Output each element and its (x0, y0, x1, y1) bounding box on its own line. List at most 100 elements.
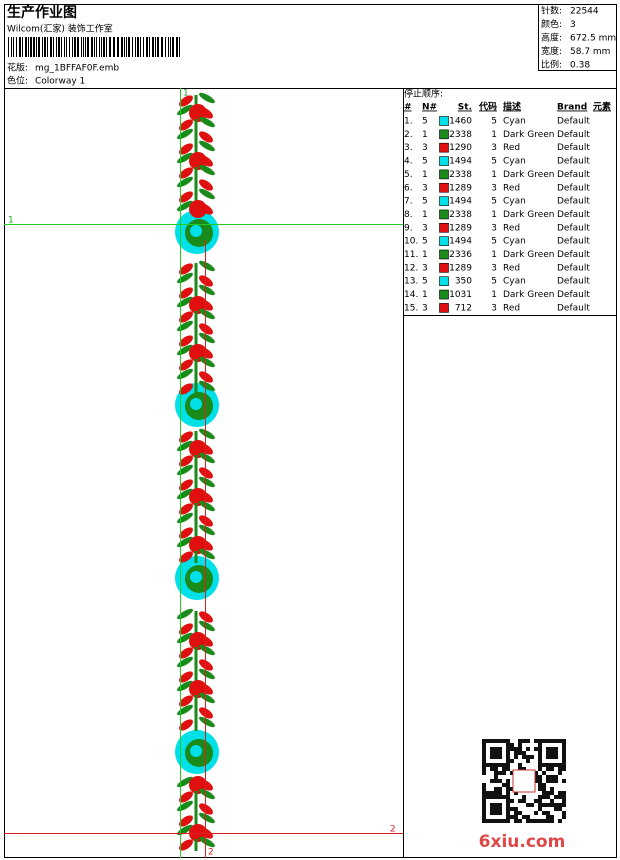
qr-module (518, 739, 522, 743)
leaf (177, 656, 193, 668)
qr-module (494, 803, 498, 807)
qr-module (546, 751, 550, 755)
swatch (439, 236, 449, 246)
qr-module (546, 779, 550, 783)
swatch (439, 196, 449, 206)
brand: Default (557, 250, 590, 260)
qr-module (506, 815, 510, 819)
qr-module (562, 739, 566, 743)
bar (135, 37, 136, 57)
needle: 3 (422, 223, 428, 233)
bar (165, 37, 166, 57)
qr-module (558, 791, 562, 795)
brand: Default (557, 263, 590, 273)
qr-module (546, 747, 550, 751)
qr-module (510, 743, 514, 747)
bar (124, 37, 125, 57)
row-number: 6. (404, 183, 413, 193)
leaf (199, 524, 215, 536)
qr-module (538, 759, 542, 763)
qr-module (490, 751, 494, 755)
qr-module (534, 747, 538, 751)
qr-module (526, 747, 530, 751)
leaf (199, 332, 215, 344)
qr-module (518, 751, 522, 755)
bar (33, 37, 35, 57)
swatch (439, 116, 449, 126)
bar (101, 37, 102, 57)
qr-module (538, 783, 542, 787)
leaf (179, 647, 193, 659)
code: 5 (491, 157, 497, 167)
qr-module (498, 803, 502, 807)
qr-module (498, 819, 502, 823)
qr-module (542, 783, 546, 787)
qr-module (534, 779, 538, 783)
qr-module (554, 751, 558, 755)
qr-module (518, 811, 522, 815)
stitches: 1494 (449, 237, 472, 247)
qr-module (494, 811, 498, 815)
qr-module (494, 775, 498, 779)
qr-module (490, 807, 494, 811)
leaf (199, 548, 215, 560)
leaf (199, 131, 213, 143)
qr-module (550, 815, 554, 819)
qr-module (538, 763, 542, 767)
needle: 3 (422, 303, 428, 313)
bar (94, 37, 95, 57)
leaf (199, 812, 215, 824)
qr-module (538, 775, 542, 779)
bar (50, 37, 52, 57)
leaf (199, 716, 215, 728)
table-title: 停止顺序: (404, 88, 443, 100)
leaf (199, 179, 213, 191)
stitches: 2336 (449, 250, 472, 260)
qr-module (498, 795, 502, 799)
leaf (177, 800, 193, 812)
bar (38, 37, 40, 57)
bar (16, 37, 17, 57)
qr-module (490, 747, 494, 751)
design-file: mg_1BFFAF0F.emb (35, 64, 119, 74)
leaf (177, 272, 193, 284)
bar (149, 37, 150, 57)
bar (44, 37, 46, 57)
bar (128, 37, 130, 57)
qr-module (510, 771, 514, 775)
bar (64, 37, 65, 57)
swatch (439, 209, 449, 220)
leaf (199, 116, 215, 128)
qr-module (514, 791, 518, 795)
qr-logo (512, 769, 536, 793)
barcode (8, 37, 180, 57)
bar (28, 37, 29, 57)
bar (143, 37, 144, 57)
qr-module (538, 767, 542, 771)
description: Dark Green (503, 250, 554, 260)
qr-module (538, 739, 542, 743)
needle: 5 (422, 157, 428, 167)
leaf (199, 500, 215, 512)
qr-module (498, 811, 502, 815)
qr-module (494, 819, 498, 823)
qr-module (498, 779, 502, 783)
stitches: 350 (455, 277, 472, 287)
qr-module (498, 771, 502, 775)
description: Red (503, 303, 520, 313)
qr-module (554, 755, 558, 759)
leaf (179, 143, 193, 155)
qr-module (482, 767, 486, 771)
brand: Default (557, 130, 590, 140)
leaf (177, 488, 193, 500)
qr-module (538, 743, 542, 747)
bar (91, 37, 93, 57)
stat-label: 宽度: (541, 45, 562, 57)
qr-module (482, 815, 486, 819)
leaf (177, 128, 193, 140)
row-number: 9. (404, 223, 413, 233)
qr-module (546, 803, 550, 807)
embroidery-design (175, 92, 219, 851)
leaf (199, 644, 215, 656)
